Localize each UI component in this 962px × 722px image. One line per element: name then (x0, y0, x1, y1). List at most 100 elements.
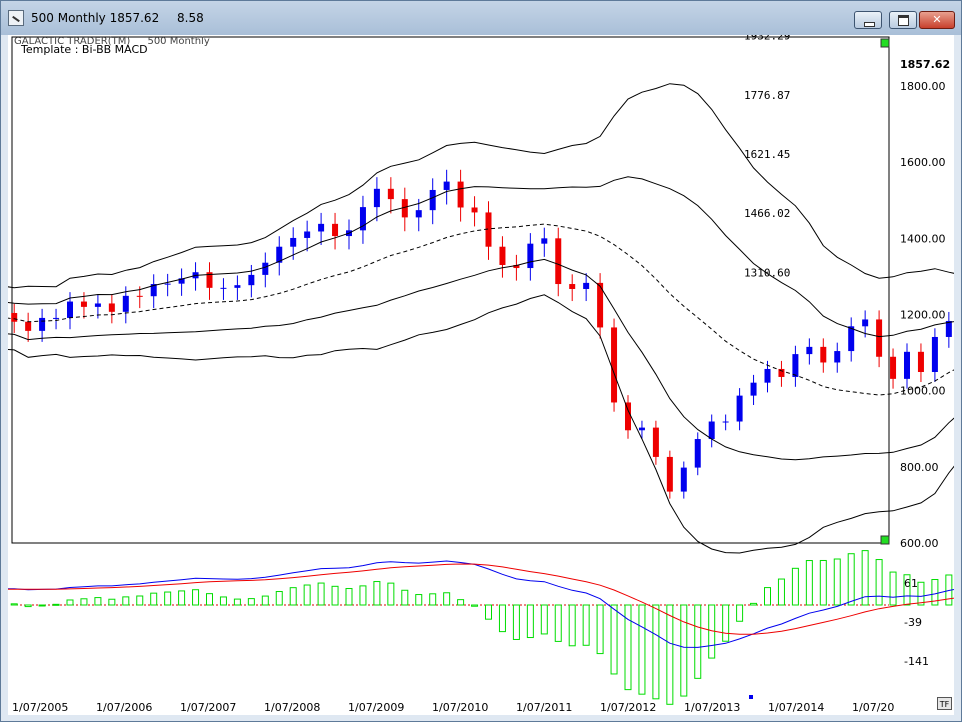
candle-body (150, 284, 157, 297)
maximize-button[interactable] (889, 11, 917, 29)
candle-body (666, 456, 673, 492)
x-tick-label: 1/07/2011 (516, 701, 572, 714)
candle-body (276, 246, 283, 263)
macd-histogram-bar (66, 599, 74, 606)
macd-tick-label: -141 (904, 655, 929, 668)
x-tick-label: 1/07/2014 (768, 701, 824, 714)
chart-app-icon[interactable] (8, 10, 24, 26)
macd-histogram-bar (192, 589, 200, 606)
macd-histogram-bar (889, 571, 897, 606)
candle-body (39, 317, 46, 331)
band-lower2 (8, 294, 954, 554)
candle-body (652, 427, 659, 457)
candle-body (541, 238, 548, 244)
maximize-icon (890, 12, 916, 28)
candle-body (917, 351, 924, 373)
candle-body (583, 282, 590, 289)
price-tick-label: 800.00 (900, 461, 939, 474)
macd-histogram-bar (359, 585, 367, 606)
macd-histogram-bar (247, 598, 255, 606)
candle-body (332, 223, 339, 237)
candle-body (164, 283, 171, 285)
band-lower1 (8, 258, 954, 461)
candle-body (736, 395, 743, 422)
candle-body (876, 319, 883, 357)
candle-body (485, 212, 492, 247)
close-button[interactable]: ✕ (919, 11, 955, 29)
x-tick-label: 1/07/2012 (600, 701, 656, 714)
macd-histogram-bar (694, 604, 702, 679)
macd-histogram-bar (52, 603, 60, 606)
macd-histogram-bar (485, 604, 492, 620)
chart-area[interactable]: 1800.00 1600.00 1400.00 1200.00 1000.00 800.0… (8, 35, 954, 715)
macd-histogram-bar (512, 604, 520, 640)
candle-body (625, 402, 631, 431)
band-mid (8, 223, 954, 396)
candle-body (764, 368, 771, 383)
candle-body (206, 272, 213, 288)
macd-histogram-bar (652, 604, 660, 700)
candle-body (401, 199, 408, 218)
x-tick-label: 1/07/2006 (96, 701, 152, 714)
macd-histogram-bar (582, 604, 590, 646)
title-bar[interactable]: 500 Monthly 1857.62 8.58 ✕ (1, 1, 961, 35)
macd-histogram-bar (108, 598, 116, 606)
candle-body (429, 189, 436, 211)
macd-histogram-bar (680, 604, 688, 697)
candle-body (53, 317, 60, 319)
macd-histogram-bar (471, 604, 479, 607)
macd-histogram-bar (764, 587, 771, 606)
candle-body (611, 327, 618, 403)
price-tick-label: 1800.00 (900, 80, 946, 93)
macd-histogram-bar (331, 585, 339, 606)
macd-tick-label: -39 (904, 616, 922, 629)
candle-body (234, 285, 241, 288)
panel-marker-bottom (880, 535, 890, 545)
signal-line (8, 563, 954, 635)
candle-body (80, 301, 87, 307)
macd-histogram-bar (540, 604, 548, 635)
candle-body (11, 312, 18, 322)
price-tick-label: 600.00 (900, 537, 939, 550)
candle-body (820, 346, 827, 363)
macd-histogram-bar (289, 587, 297, 606)
macd-histogram-bar (275, 591, 283, 606)
tf-button[interactable]: TF (937, 697, 952, 710)
x-tick-label: 1/07/2009 (348, 701, 404, 714)
macd-histogram-bar (136, 595, 144, 606)
macd-histogram-bar (261, 595, 269, 606)
minimize-icon (855, 12, 881, 28)
header-product: GALACTIC TRADER(TM) (14, 36, 131, 47)
candle-body (862, 319, 869, 327)
minimize-button[interactable] (854, 11, 882, 29)
header-line1: GALACTIC TRADER(TM) 500 Monthly (14, 36, 210, 47)
candle-body (499, 246, 506, 265)
candle-body (220, 287, 227, 289)
candle-body (136, 295, 143, 297)
macd-histogram-bar (526, 604, 534, 639)
candle-body (387, 188, 394, 200)
band-value-label: 1466.02 (744, 207, 790, 220)
macd-histogram-bar (777, 578, 785, 606)
macd-histogram-bar (736, 604, 744, 622)
macd-histogram-bar (317, 582, 325, 606)
x-tick-label: 1/07/2007 (180, 701, 236, 714)
macd-histogram-bar (10, 603, 18, 606)
macd-histogram-bar (833, 558, 841, 606)
macd-histogram-bar (917, 581, 925, 606)
template-label: Template : Bi-BB MACD (21, 43, 148, 56)
macd-histogram-bar (429, 593, 437, 606)
chart-svg[interactable]: 1800.00 1600.00 1400.00 1200.00 1000.00 800.0… (8, 35, 954, 715)
macd-histogram-bar (722, 604, 730, 642)
candle-body (750, 382, 757, 396)
candle-body (708, 421, 715, 440)
macd-histogram-bar (387, 582, 395, 606)
macd-histogram-bar (373, 581, 381, 606)
macd-line (8, 560, 954, 648)
candle-body (931, 336, 938, 373)
price-tick-label: 1400.00 (900, 232, 946, 245)
band-value-label: 1776.87 (744, 89, 790, 102)
macd-histogram-bar (38, 604, 46, 607)
candle-body (262, 262, 269, 275)
macd-histogram-bar (457, 599, 465, 606)
